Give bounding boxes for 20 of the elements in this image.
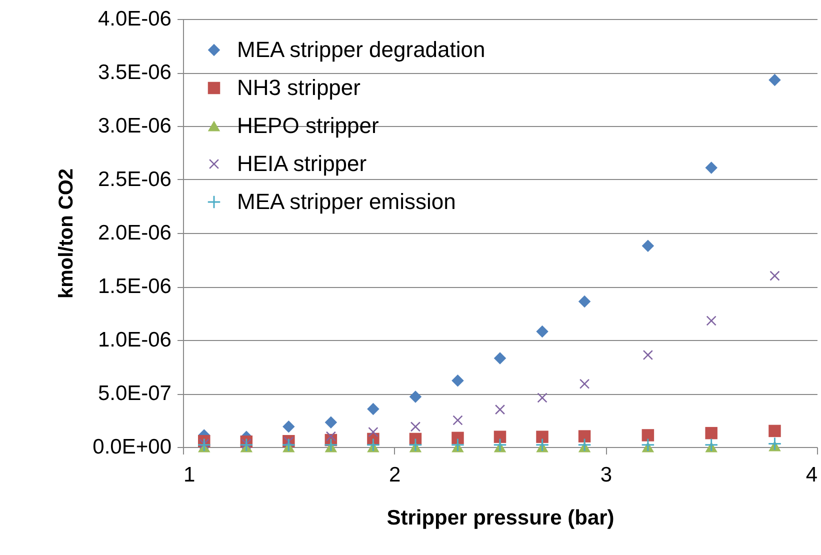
legend-label: HEIA stripper bbox=[237, 151, 367, 176]
y-tick-label: 2.0E-06 bbox=[98, 222, 172, 244]
x-tick-label: 4 bbox=[806, 464, 818, 486]
y-tick-label: 3.0E-06 bbox=[98, 114, 172, 138]
y-tick-label: 4.0E-06 bbox=[98, 8, 172, 30]
x-tick-label: 3 bbox=[600, 464, 612, 486]
legend-label: MEA stripper degradation bbox=[237, 37, 486, 62]
y-tick-label: 1.5E-06 bbox=[98, 275, 172, 298]
legend-label: NH3 stripper bbox=[237, 75, 360, 100]
x-tick-label: 1 bbox=[184, 464, 196, 486]
y-tick-label: 5.0E-07 bbox=[98, 382, 172, 405]
x-tick-label: 2 bbox=[388, 464, 401, 486]
legend-label: MEA stripper emission bbox=[237, 189, 456, 214]
y-tick-label: 2.5E-06 bbox=[98, 168, 172, 191]
y-tick-label: 1.0E-06 bbox=[98, 328, 172, 352]
y-axis-title: kmol/ton CO2 bbox=[56, 168, 78, 299]
x-axis-title: Stripper pressure (bar) bbox=[386, 506, 614, 530]
y-tick-label: 0.0E+00 bbox=[92, 436, 172, 458]
y-tick-label: 3.5E-06 bbox=[98, 61, 172, 84]
legend-label: HEPO stripper bbox=[237, 113, 379, 138]
